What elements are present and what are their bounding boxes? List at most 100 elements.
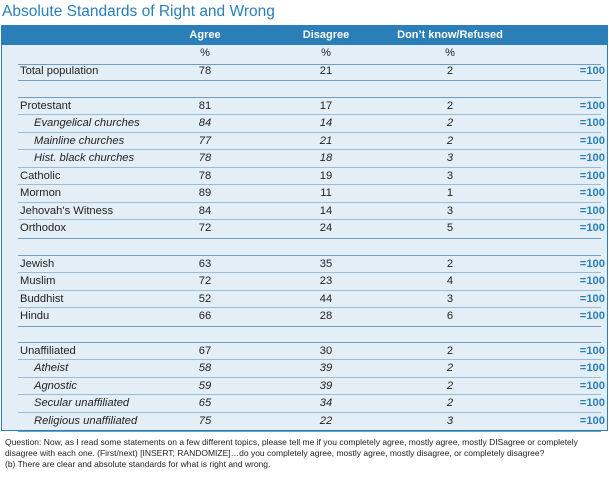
table-row: Mormon 89 11 1 =100 [2,185,607,203]
dk-value: 3 [446,152,454,164]
disagree-value: 28 [319,310,333,322]
total-value: =100 [579,135,605,147]
dk-value: 3 [446,293,454,305]
table-row: Hist. black churches 78 18 3 =100 [2,150,607,168]
disagree-value: 17 [319,100,333,112]
table-row: Religious unaffiliated 75 22 3 =100 [2,413,607,431]
row-label: Evangelical churches [34,117,140,129]
total-value: =100 [579,222,605,234]
section-divider [18,97,601,98]
dk-value: 3 [446,170,454,182]
agree-unit: % [200,47,210,59]
table-row: Buddhist 52 44 3 =100 [2,291,607,309]
table-row: Protestant 81 17 2 =100 [2,98,607,116]
agree-value: 59 [198,380,212,392]
table-row: Agnostic 59 39 2 =100 [2,378,607,396]
row-divider [18,377,601,378]
disagree-header: Disagree [302,29,350,41]
total-value: =100 [579,397,605,409]
table-row: Jehovah’s Witness 84 14 3 =100 [2,203,607,221]
row-divider [18,219,601,220]
row-divider [18,132,601,133]
disagree-value: 39 [319,380,333,392]
disagree-value: 39 [319,362,333,374]
agree-value: 58 [198,362,212,374]
row-divider [18,394,601,395]
dk-value: 2 [446,117,454,129]
row-divider [18,184,601,185]
agree-value: 67 [198,345,212,357]
table-row: Unaffiliated 67 30 2 =100 [2,343,607,361]
dk-header: Don’t know/Refused [397,29,503,41]
total-value: =100 [579,275,605,287]
question-note: Question: Now, as I read some statements… [5,437,578,458]
dk-value: 5 [446,222,454,234]
dk-value: 2 [446,380,454,392]
disagree-value: 24 [319,222,333,234]
row-label: Hist. black churches [34,152,135,164]
section-bottom-divider [18,80,601,81]
disagree-value: 22 [319,415,333,427]
row-label: Agnostic [34,380,77,392]
dk-value: 2 [446,65,454,77]
row-divider [18,114,601,115]
row-label: Religious unaffiliated [34,415,138,427]
row-label: Orthodox [20,222,67,234]
row-label: Atheist [34,362,69,374]
dk-value: 1 [446,187,454,199]
dk-value: 6 [446,310,454,322]
agree-value: 66 [198,310,212,322]
disagree-unit: % [321,47,331,59]
row-label: Buddhist [20,293,64,305]
row-label: Protestant [20,100,71,112]
total-value: =100 [579,362,605,374]
dk-value: 2 [446,362,454,374]
total-value: =100 [579,293,605,305]
row-divider [18,149,601,150]
table-row: Hindu 66 28 6 =100 [2,308,607,326]
agree-value: 72 [198,275,212,287]
row-divider [18,202,601,203]
dk-value: 2 [446,397,454,409]
total-value: =100 [579,205,605,217]
table-row: Evangelical churches 84 14 2 =100 [2,115,607,133]
agree-value: 81 [198,100,212,112]
row-divider [18,167,601,168]
row-divider [18,412,601,413]
agree-value: 72 [198,222,212,234]
row-label: Mainline churches [34,135,125,147]
agree-value: 63 [198,258,212,270]
disagree-value: 14 [319,117,333,129]
section-divider [18,64,601,65]
agree-value: 65 [198,397,212,409]
dk-value: 2 [446,135,454,147]
row-divider [18,272,601,273]
disagree-value: 34 [319,397,333,409]
table-row: Jewish 63 35 2 =100 [2,256,607,274]
row-label: Jewish [20,258,55,270]
row-label: Secular unaffiliated [34,397,130,409]
agree-value: 84 [198,117,212,129]
agree-value: 84 [198,205,212,217]
total-value: =100 [579,380,605,392]
total-value: =100 [579,117,605,129]
table-row: Muslim 72 23 4 =100 [2,273,607,291]
dk-value: 2 [446,100,454,112]
table-row: Orthodox 72 24 5 =100 [2,220,607,238]
table-row: Atheist 58 39 2 =100 [2,360,607,378]
disagree-value: 18 [319,152,333,164]
agree-value: 77 [198,135,212,147]
table-row: Catholic 78 19 3 =100 [2,168,607,186]
section-bottom-divider [18,326,601,327]
dk-value: 3 [446,205,454,217]
row-label: Hindu [20,310,50,322]
disagree-value: 14 [319,205,333,217]
row-label: Unaffiliated [20,345,76,357]
row-label: Total population [20,65,99,77]
row-divider [18,290,601,291]
data-table: Agree Disagree Don’t know/Refused % % % … [1,25,608,432]
item-note: (b) There are clear and absolute standar… [5,459,271,469]
row-divider [18,307,601,308]
dk-value: 2 [446,258,454,270]
total-value: =100 [579,152,605,164]
